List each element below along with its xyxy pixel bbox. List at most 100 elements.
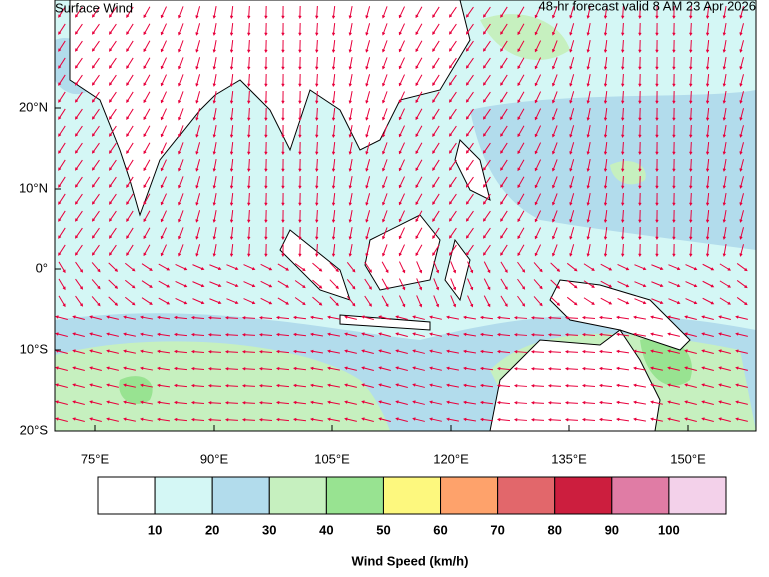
wind-arrow bbox=[109, 6, 117, 18]
wind-arrow bbox=[702, 263, 715, 271]
wind-arrow bbox=[195, 176, 201, 189]
wind-arrow bbox=[58, 74, 66, 86]
wind-arrow bbox=[722, 6, 727, 19]
wind-arrow bbox=[108, 262, 119, 272]
wind-arrow bbox=[327, 383, 340, 388]
wind-arrow bbox=[58, 227, 66, 239]
wind-arrow bbox=[224, 350, 239, 354]
wind-arrow bbox=[195, 210, 201, 223]
wind-arrow bbox=[89, 383, 102, 388]
wind-arrow bbox=[395, 366, 408, 371]
wind-arrow bbox=[689, 22, 693, 37]
wind-arrow bbox=[517, 40, 525, 53]
wind-arrow bbox=[638, 107, 642, 122]
wind-arrow bbox=[416, 261, 423, 274]
wind-arrow bbox=[432, 210, 440, 222]
wind-arrow bbox=[616, 400, 630, 405]
wind-arrow bbox=[650, 383, 663, 388]
wind-arrow bbox=[275, 315, 290, 320]
colorbar-label: 10 bbox=[148, 522, 162, 537]
wind-arrow bbox=[160, 23, 167, 36]
wind-arrow bbox=[667, 417, 680, 422]
map bbox=[55, 0, 756, 431]
lon-label: 150°E bbox=[670, 451, 706, 466]
wind-arrow bbox=[736, 280, 748, 289]
wind-arrow bbox=[382, 142, 388, 155]
wind-arrow bbox=[684, 383, 697, 388]
wind-arrow bbox=[91, 142, 100, 154]
wind-arrow bbox=[530, 367, 545, 371]
wind-arrow bbox=[603, 107, 608, 121]
wind-arrow bbox=[89, 366, 102, 371]
wind-arrow bbox=[465, 23, 474, 35]
wind-arrow bbox=[178, 193, 184, 206]
wind-arrow bbox=[446, 366, 459, 371]
wind-arrow bbox=[91, 91, 100, 103]
wind-arrow bbox=[361, 315, 374, 320]
wind-arrow bbox=[586, 210, 591, 223]
wind-arrow bbox=[513, 350, 528, 354]
wind-arrow bbox=[638, 243, 642, 258]
wind-arrow bbox=[412, 332, 425, 337]
wind-arrow bbox=[126, 91, 134, 103]
wind-arrow bbox=[552, 6, 558, 19]
wind-arrow bbox=[361, 332, 374, 337]
wind-arrow bbox=[432, 176, 440, 188]
wind-arrow bbox=[467, 278, 474, 291]
wind-arrow bbox=[412, 366, 425, 371]
wind-arrow bbox=[378, 417, 391, 423]
wind-arrow bbox=[109, 40, 117, 52]
wind-arrow bbox=[621, 124, 625, 139]
wind-arrow bbox=[281, 107, 285, 122]
wind-arrow bbox=[621, 141, 625, 156]
wind-arrow bbox=[633, 366, 646, 371]
wind-arrow bbox=[143, 40, 151, 53]
wind-arrow bbox=[174, 400, 188, 405]
wind-arrow bbox=[243, 264, 256, 271]
wind-region bbox=[610, 160, 646, 185]
wind-arrow bbox=[258, 316, 273, 320]
wind-arrow bbox=[672, 141, 676, 156]
lat-label: 20°S bbox=[20, 422, 49, 437]
wind-arrow bbox=[517, 125, 525, 138]
wind-arrow bbox=[689, 141, 693, 156]
wind-arrow bbox=[533, 296, 543, 307]
subtitle: 48-hr forecast valid 8 AM 23 Apr 2026 bbox=[538, 0, 756, 13]
wind-arrow bbox=[735, 366, 748, 371]
wind-arrow bbox=[722, 142, 727, 155]
wind-arrow bbox=[398, 210, 405, 223]
wind-arrow bbox=[298, 39, 302, 54]
wind-arrow bbox=[634, 264, 647, 271]
wind-arrow bbox=[315, 158, 319, 173]
wind-arrow bbox=[195, 57, 201, 70]
wind-arrow bbox=[243, 281, 256, 288]
wind-arrow bbox=[463, 366, 477, 371]
wind-arrow bbox=[446, 349, 459, 354]
colorbar-box bbox=[97, 476, 156, 515]
wind-arrow bbox=[365, 125, 371, 138]
wind-arrow bbox=[143, 91, 151, 104]
wind-arrow bbox=[638, 90, 642, 105]
wind-arrow bbox=[298, 107, 302, 122]
wind-arrow bbox=[689, 192, 693, 207]
wind-arrow bbox=[344, 417, 357, 422]
wind-arrow bbox=[432, 159, 440, 171]
wind-arrow bbox=[106, 332, 119, 337]
wind-arrow bbox=[382, 91, 388, 104]
wind-arrow bbox=[705, 73, 710, 88]
colorbar-label: 100 bbox=[658, 522, 680, 537]
wind-arrow bbox=[500, 159, 508, 171]
wind-arrow bbox=[212, 159, 217, 172]
wind-arrow bbox=[126, 57, 134, 69]
wind-arrow bbox=[552, 40, 558, 53]
wind-arrow bbox=[586, 159, 591, 172]
wind-arrow bbox=[634, 298, 647, 305]
wind-arrow bbox=[432, 142, 440, 154]
wind-arrow bbox=[530, 401, 545, 405]
wind-arrow bbox=[378, 400, 391, 406]
wind-arrow bbox=[500, 210, 508, 222]
wind-arrow bbox=[552, 244, 558, 257]
wind-arrow bbox=[621, 175, 625, 190]
wind-arrow bbox=[480, 332, 494, 337]
wind-arrow bbox=[174, 366, 188, 371]
